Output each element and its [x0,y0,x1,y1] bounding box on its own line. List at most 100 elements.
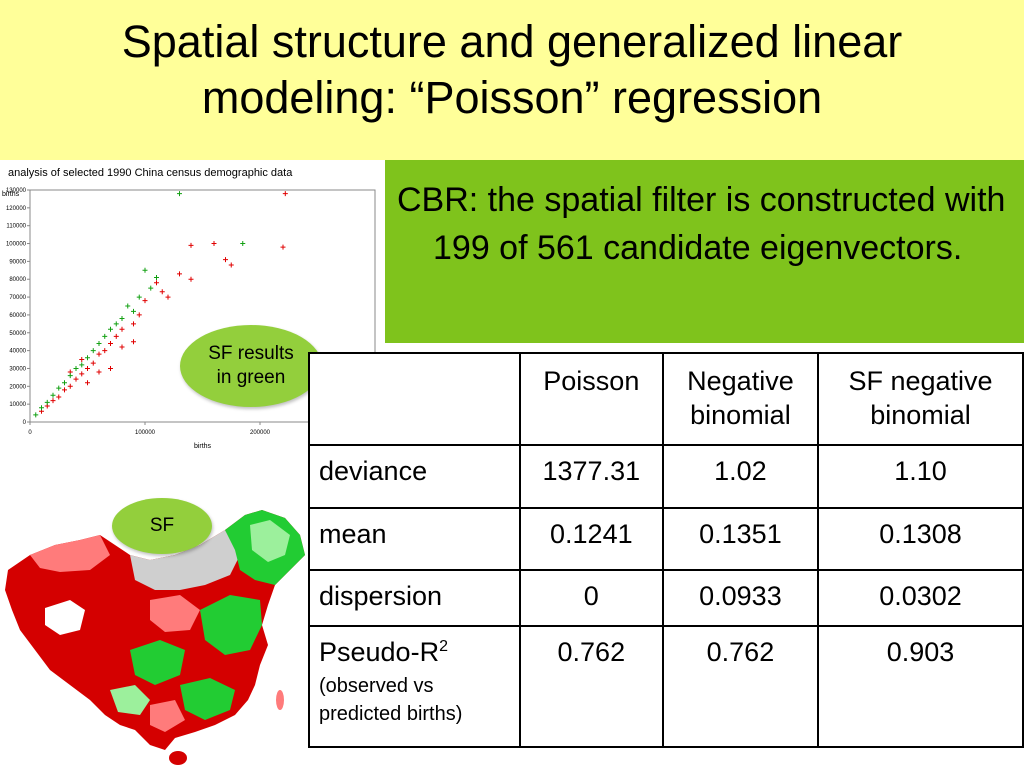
table-cell: 0.1241 [518,506,664,572]
title-line-1: Spatial structure and generalized linear [121,16,903,67]
scatter-point [154,274,159,280]
scatter-point [90,360,96,366]
table-cell: 0.903 [816,625,1024,748]
scatter-point [96,351,102,357]
scatter-point [62,380,67,386]
table-row: dispersion 0 0.0933 0.0302 [308,569,1024,628]
row-label-deviance: deviance [308,444,521,509]
scatter-point [223,257,228,263]
table-cell: 1377.31 [518,444,664,509]
map-taiwan [276,690,284,710]
scatter-ytick-label: 90000 [9,259,26,265]
map-region-south [180,678,235,720]
scatter-xlabel: births [194,443,212,450]
sf-badge: SF [112,498,212,554]
scatter-xtick-label: 200000 [250,430,271,436]
title-line-2: modeling: “Poisson” regression [201,72,823,123]
scatter-point [44,399,50,405]
scatter-ytick-label: 30000 [9,366,26,372]
scatter-point [96,340,102,346]
scatter-point [131,321,136,327]
scatter-point [240,241,246,247]
scatter-xtick-label: 100000 [135,430,156,436]
scatter-point [131,308,136,314]
scatter-title: analysis of selected 1990 China census d… [8,167,293,179]
table-cell: 0.0933 [661,569,819,628]
scatter-ytick-label: 60000 [9,313,26,319]
scatter-point [280,244,286,250]
scatter-ytick-label: 10000 [9,402,26,408]
scatter-point [56,385,62,391]
scatter-point [165,294,171,300]
results-table: Poisson Negative binomial SF negative bi… [308,351,1024,748]
pseudo-r-label: Pseudo-R [319,637,440,668]
scatter-point [154,280,159,286]
scatter-point [282,191,288,197]
scatter-point [136,294,142,300]
table-header-row: Poisson Negative binomial SF negative bi… [308,351,1024,447]
scatter-point [50,398,56,404]
scatter-ytick-label: 50000 [9,331,26,337]
scatter-point [50,392,56,398]
row-label-pseudo-r2: Pseudo-R2 (observed vs predicted births) [308,625,521,748]
table-cell: 0.1351 [661,506,819,572]
sf-results-badge: SF results in green [180,325,322,407]
table-cell: 1.10 [816,444,1024,509]
china-map-svg [5,510,305,765]
scatter-point [136,312,142,318]
scatter-point [33,412,39,418]
scatter-point [148,285,154,291]
pseudo-r-note-line1: (observed vs [319,675,434,698]
table-header-empty [308,351,521,447]
scatter-point [73,376,79,382]
scatter-ytick-label: 100000 [6,242,27,248]
china-map [0,500,310,768]
scatter-point [96,369,102,375]
callout-text: CBR: the spatial filter is constructed w… [397,181,1006,267]
row-label-mean: mean [308,506,521,572]
map-region-east [200,595,262,655]
map-region-nodata [45,600,85,635]
scatter-point [67,383,73,389]
scatter-point [56,394,62,400]
pseudo-r-note-line2: predicted births) [319,703,463,726]
scatter-point [125,303,131,309]
table-row: Pseudo-R2 (observed vs predicted births)… [308,625,1024,748]
scatter-point [113,333,119,339]
pseudo-r-note: (observed vs predicted births) [319,672,515,728]
map-region-west [30,535,110,572]
scatter-xtick-label: 0 [28,430,32,436]
scatter-point [79,362,85,368]
scatter-point [113,321,119,327]
scatter-point [85,355,90,361]
table-header-poisson: Poisson [518,351,664,447]
scatter-point [119,315,125,321]
table-cell: 0.762 [518,625,664,748]
scatter-svg: analysis of selected 1990 China census d… [2,167,386,450]
scatter-point [188,242,194,248]
header-nb-line1: Negative [687,366,794,396]
badge-results-line-1: SF results [208,343,294,364]
scatter-point [62,387,67,393]
header-nb-line2: binomial [690,400,791,430]
table-cell: 0 [518,569,664,628]
scatter-ytick-label: 80000 [9,277,26,283]
scatter-point [142,267,148,273]
scatter-point [177,271,182,277]
scatter-point [102,348,108,354]
map-region-pink [150,595,200,632]
scatter-point [188,276,194,282]
scatter-ytick-label: 110000 [6,224,26,230]
scatter-point [131,339,136,345]
scatter-point [67,373,73,379]
row-label-dispersion: dispersion [308,569,521,628]
table-cell: 0.762 [661,625,819,748]
scatter-point [85,365,90,371]
scatter-ytick-label: 70000 [9,295,26,301]
scatter-point [159,289,165,295]
scatter-point [211,241,217,247]
scatter-point [119,344,125,350]
table-cell: 0.0302 [816,569,1024,628]
scatter-point [90,348,96,354]
table-row: mean 0.1241 0.1351 0.1308 [308,506,1024,572]
